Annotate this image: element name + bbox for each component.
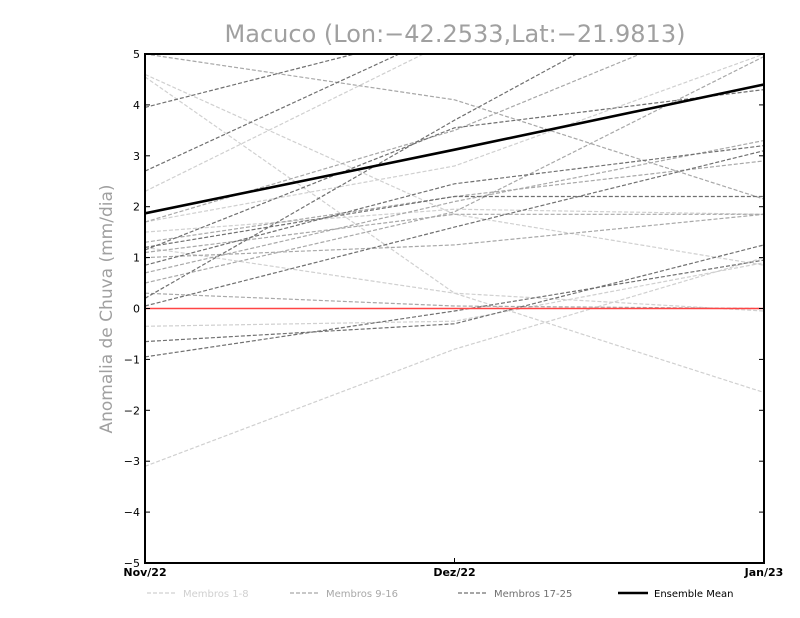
- member-line-g1-3: [145, 76, 764, 394]
- member-line-g2-6: [145, 213, 764, 254]
- y-tick-label: −4: [124, 506, 140, 519]
- y-tick-label: −5: [124, 557, 140, 570]
- member-line-g3-5: [145, 54, 578, 299]
- member-line-g3-7: [145, 145, 764, 266]
- member-line-g1-5: [145, 54, 425, 192]
- legend-label: Membros 17-25: [494, 589, 572, 600]
- member-line-g3-9: [145, 150, 764, 307]
- member-line-g1-4: [145, 54, 764, 223]
- y-tick-label: 0: [133, 303, 140, 316]
- series-layer: [145, 54, 764, 467]
- y-tick-label: 3: [133, 150, 140, 163]
- ensemble-mean-line: [145, 83, 764, 215]
- member-line-g2-5: [145, 55, 764, 284]
- member-line-g2-1: [145, 139, 764, 274]
- member-line-g3-6: [145, 89, 764, 251]
- member-line-g1-8: [145, 73, 764, 266]
- y-tick-label: −1: [124, 353, 140, 366]
- legend-label: Ensemble Mean: [654, 589, 733, 600]
- member-line-g1-7: [145, 208, 764, 233]
- y-axis-label: Anomalia de Chuva (mm/dia): [97, 184, 117, 433]
- y-tick-label: −3: [124, 455, 140, 468]
- member-line-g3-8: [145, 195, 764, 248]
- y-tick-label: 1: [133, 252, 140, 265]
- member-line-g3-2: [145, 259, 764, 358]
- member-line-g2-4: [145, 292, 764, 310]
- y-tick-label: 2: [133, 201, 140, 214]
- x-tick-label: Jan/23: [744, 566, 784, 579]
- member-line-g2-7: [145, 54, 764, 200]
- member-line-g1-1: [145, 257, 764, 467]
- tick-layer: −5 −4 −3 −2 −1 0 1 2 3 4 5 Nov/22 Dez/22 Jan/23: [123, 48, 783, 579]
- legend-label: Membros 1-8: [183, 589, 249, 600]
- legend: Membros 1-8 Membros 9-16 Membros 17-25 Ense…: [147, 589, 733, 600]
- y-tick-label: 4: [133, 99, 140, 112]
- member-line-g1-6: [145, 246, 764, 312]
- y-tick-label: 5: [133, 48, 140, 61]
- x-tick-label: Dez/22: [433, 566, 475, 579]
- member-line-g1-2: [145, 262, 764, 327]
- legend-label: Membros 9-16: [326, 589, 398, 600]
- x-tick-label: Nov/22: [123, 566, 166, 579]
- member-line-g2-2: [145, 213, 764, 259]
- member-line-g3-1: [145, 244, 764, 343]
- y-tick-label: −2: [124, 404, 140, 417]
- chart-title: Macuco (Lon:−42.2533,Lat:−21.9813): [225, 20, 686, 48]
